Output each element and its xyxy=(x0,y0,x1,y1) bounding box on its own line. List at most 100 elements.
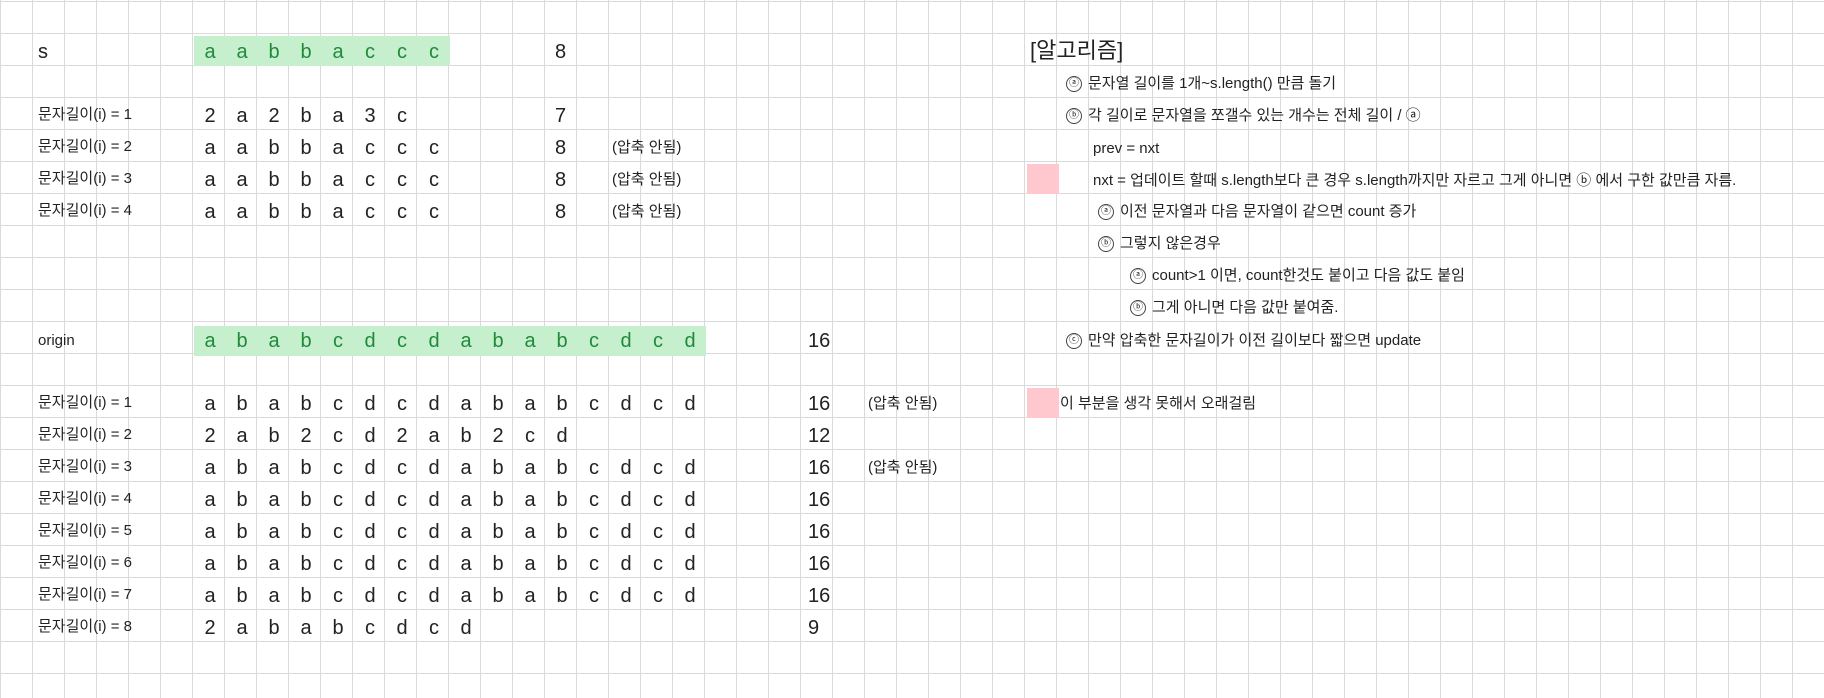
char-cell: c xyxy=(397,169,407,191)
char-cell: 2 xyxy=(204,617,216,639)
algo-text-9: 만약 압축한 문자길이가 이전 길이보다 짧으면 update xyxy=(1088,332,1422,349)
char-cell: d xyxy=(364,585,376,607)
char-cell: b xyxy=(492,457,504,479)
char-cell: b xyxy=(236,393,248,415)
char-cell: b xyxy=(268,137,280,159)
char-cell: a xyxy=(268,330,280,352)
char-cell: a xyxy=(460,585,472,607)
char-cell: c xyxy=(589,489,599,511)
char-cell: c xyxy=(397,137,407,159)
char-cell: c xyxy=(333,330,343,352)
char-cell: b xyxy=(236,457,248,479)
row-note: (압축 안됨) xyxy=(612,203,682,220)
char-cell: c xyxy=(653,521,663,543)
char-cell: c xyxy=(653,457,663,479)
char-cell: a xyxy=(524,457,536,479)
char-cell: a xyxy=(236,105,248,127)
algo-line-2: ⓑ 각 길이로 문자열을 쪼갤수 있는 개수는 전체 길이 / ⓐ xyxy=(1066,107,1421,125)
char-cell: a xyxy=(204,201,216,223)
char-cell: d xyxy=(364,489,376,511)
algo-marker-6: ⓑ xyxy=(1098,236,1114,253)
char-cell: c xyxy=(365,201,375,223)
char-cell: d xyxy=(620,521,632,543)
char-cell: d xyxy=(364,425,376,447)
char-cell: d xyxy=(428,521,440,543)
algo-line-9: ⓒ 만약 압축한 문자길이가 이전 길이보다 짧으면 update xyxy=(1066,332,1422,350)
row-count: 16 xyxy=(808,489,831,511)
char-cell: a xyxy=(204,521,216,543)
char-cell: d xyxy=(620,457,632,479)
char-cell: c xyxy=(365,137,375,159)
top-source-label: s xyxy=(38,41,48,63)
char-cell: d xyxy=(428,457,440,479)
char-cell: a xyxy=(204,457,216,479)
char-cell: c xyxy=(397,201,407,223)
char-cell: c xyxy=(397,585,407,607)
char-cell: c xyxy=(525,425,535,447)
char-cell: c xyxy=(333,457,343,479)
char-cell: c xyxy=(429,201,439,223)
char-cell: c xyxy=(653,330,663,352)
char-cell: c xyxy=(365,617,375,639)
char-cell: c xyxy=(397,393,407,415)
algo-marker-9: ⓒ xyxy=(1066,333,1082,350)
char-cell: c xyxy=(333,425,343,447)
char-cell: a xyxy=(524,553,536,575)
row-count: 8 xyxy=(555,169,567,191)
row-label: 문자길이(i) = 2 xyxy=(38,138,132,155)
char-cell: b xyxy=(492,489,504,511)
char-cell: c xyxy=(589,521,599,543)
char-cell: b xyxy=(492,521,504,543)
algo-line-4: nxt = 업데이트 할때 s.length보다 큰 경우 s.length까지… xyxy=(1093,172,1737,189)
char-cell: b xyxy=(268,617,280,639)
char-cell: c xyxy=(429,41,439,63)
char-cell: b xyxy=(236,585,248,607)
char-cell: a xyxy=(236,169,248,191)
char-cell: a xyxy=(524,585,536,607)
char-cell: b xyxy=(492,393,504,415)
row-count: 16 xyxy=(808,393,831,415)
char-cell: a xyxy=(524,521,536,543)
char-cell: a xyxy=(332,105,344,127)
algo-marker-5: ⓐ xyxy=(1098,204,1114,221)
char-cell: c xyxy=(333,521,343,543)
char-cell: c xyxy=(333,553,343,575)
char-cell: c xyxy=(333,585,343,607)
char-cell: 2 xyxy=(268,105,280,127)
algo-text-8: 그게 아니면 다음 값만 붙여줌. xyxy=(1152,299,1339,316)
char-cell: b xyxy=(268,425,280,447)
algorithm-title: [알고리즘] xyxy=(1030,38,1124,63)
char-cell: 3 xyxy=(364,105,376,127)
char-cell: a xyxy=(236,617,248,639)
char-cell: c xyxy=(397,330,407,352)
char-cell: c xyxy=(429,169,439,191)
row-count: 9 xyxy=(808,617,820,639)
algo-marker-8: ⓑ xyxy=(1130,300,1146,317)
row-note: (압축 안됨) xyxy=(612,171,682,188)
char-cell: a xyxy=(204,169,216,191)
char-cell: a xyxy=(268,521,280,543)
char-cell: d xyxy=(460,617,472,639)
char-cell: a xyxy=(460,553,472,575)
char-cell: b xyxy=(236,521,248,543)
algo-line-1: ⓐ 문자열 길이를 1개~s.length() 만큼 돌기 xyxy=(1066,76,1336,93)
bottom-source-count: 16 xyxy=(808,330,831,352)
char-cell: a xyxy=(332,137,344,159)
char-cell: d xyxy=(428,585,440,607)
char-cell: d xyxy=(620,489,632,511)
char-cell: b xyxy=(556,330,568,352)
char-cell: b xyxy=(492,553,504,575)
char-cell: a xyxy=(204,393,216,415)
char-cell: c xyxy=(397,489,407,511)
char-cell: b xyxy=(556,585,568,607)
char-cell: 2 xyxy=(300,425,312,447)
char-cell: a xyxy=(332,169,344,191)
char-cell: d xyxy=(620,393,632,415)
char-cell: a xyxy=(236,425,248,447)
char-cell: a xyxy=(236,41,248,63)
char-cell: b xyxy=(268,169,280,191)
char-cell: d xyxy=(684,393,696,415)
row-note: (압축 안됨) xyxy=(868,395,938,412)
algo-text-2: 각 길이로 문자열을 쪼갤수 있는 개수는 전체 길이 / ⓐ xyxy=(1088,107,1421,124)
bottom-source-label: origin xyxy=(38,332,75,349)
